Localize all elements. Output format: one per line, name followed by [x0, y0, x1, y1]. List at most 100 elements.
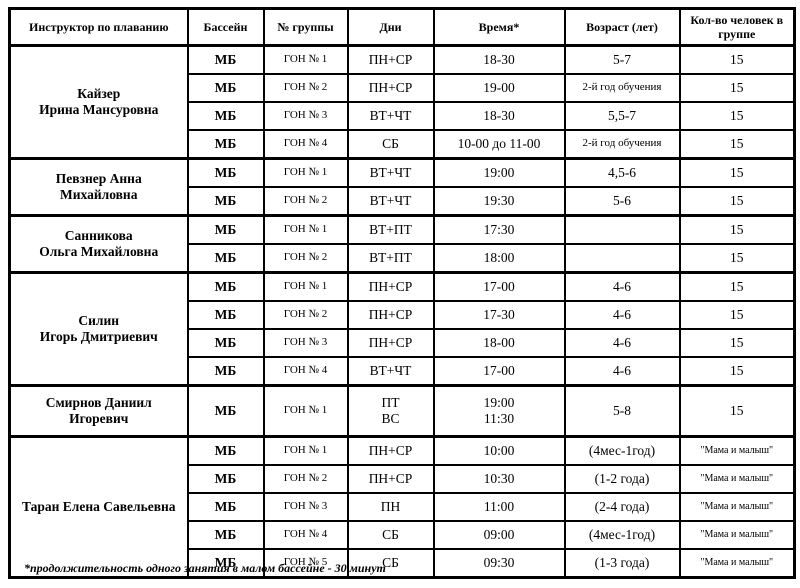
pool-cell: МБ — [186, 464, 265, 494]
instructor-name-cell: Кайзер Ирина Мансуровна — [8, 44, 189, 160]
group-cell: ГОН № 1 — [262, 271, 349, 302]
time-cell: 19-00 — [432, 73, 566, 103]
group-cell: ГОН № 2 — [262, 73, 349, 103]
schedule-row: Санникова Ольга Михайловна МБ ГОН № 1 ВТ+ПТ… — [8, 214, 796, 274]
count-cell: 15 — [678, 300, 796, 330]
count-cell: 15 — [678, 214, 796, 245]
count-cell: 15 — [678, 243, 796, 274]
schedule-row: Таран Елена Савельевна МБ ГОН № 1 ПН+СР 10:0… — [8, 435, 796, 579]
column-header-3: № группы — [262, 7, 349, 47]
days-cell: ПН+СР — [346, 464, 435, 494]
age-cell: (2-4 года) — [563, 492, 681, 522]
count-cell: 15 — [678, 186, 796, 217]
count-cell: 15 — [678, 157, 796, 188]
age-cell: 5-8 — [563, 384, 681, 438]
pool-cell: МБ — [186, 328, 265, 358]
group-cell: ГОН № 3 — [262, 492, 349, 522]
pool-cell: МБ — [186, 186, 265, 217]
time-cell: 10:00 — [432, 435, 566, 466]
group-cell: ГОН № 4 — [262, 356, 349, 387]
pool-cell: МБ — [186, 520, 265, 550]
group-cell: ГОН № 3 — [262, 328, 349, 358]
footnote: *продолжительность одного занятия в мало… — [24, 561, 386, 575]
count-cell: "Мама и малыш" — [678, 435, 796, 466]
age-cell: 4-6 — [563, 271, 681, 302]
age-cell: (1-2 года) — [563, 464, 681, 494]
schedule-row: МБ ГОН № 3 ПН 11:00 (2-4 года) "Мама и малыш" — [10, 492, 796, 522]
pool-cell: МБ — [186, 73, 265, 103]
count-cell: 15 — [678, 129, 796, 160]
instructor-name-cell: Смирнов Даниил Игоревич — [8, 384, 189, 438]
days-cell: ПН+СР — [346, 73, 435, 103]
pool-cell: МБ — [186, 214, 265, 245]
count-cell: "Мама и малыш" — [678, 548, 796, 579]
days-cell: ПТ ВС — [346, 384, 435, 438]
column-header-1: Инструктор по плаванию — [8, 7, 189, 47]
group-cell: ГОН № 1 — [262, 44, 349, 75]
pool-cell: МБ — [186, 44, 265, 75]
time-cell: 18-00 — [432, 328, 566, 358]
schedule-row: МБ ГОН № 2 ВТ+ЧТ 19:30 5-6 15 — [10, 186, 796, 217]
pool-cell: МБ — [186, 243, 265, 274]
days-cell: ВТ+ЧТ — [346, 157, 435, 188]
pool-cell: МБ — [186, 356, 265, 387]
column-header-7: Кол-во человек в группе — [678, 7, 796, 47]
age-cell: 4,5-6 — [563, 157, 681, 188]
group-cell: ГОН № 3 — [262, 101, 349, 131]
group-cell: ГОН № 1 — [262, 384, 349, 438]
group-cell: ГОН № 2 — [262, 186, 349, 217]
days-cell: ПН+СР — [346, 328, 435, 358]
schedule-row: МБ ГОН № 3 ПН+СР 18-00 4-6 15 — [10, 328, 796, 358]
column-header-4: Дни — [346, 7, 435, 47]
age-cell: (1-3 года) — [563, 548, 681, 579]
schedule-row: МБ ГОН № 2 ПН+СР 19-00 2-й год обучения 15 — [10, 73, 796, 103]
age-cell: 2-й год обучения — [563, 129, 681, 160]
pool-cell: МБ — [186, 157, 265, 188]
time-cell: 18-30 — [432, 44, 566, 75]
group-cell: ГОН № 4 — [262, 520, 349, 550]
days-cell: ПН+СР — [346, 44, 435, 75]
count-cell: 15 — [678, 73, 796, 103]
group-cell: ГОН № 5 — [262, 548, 349, 579]
schedule-row: МБ ГОН № 4 СБ 09:00 (4мес-1год) "Мама и малыш… — [10, 520, 796, 550]
count-cell: 15 — [678, 271, 796, 302]
time-cell: 17-00 — [432, 356, 566, 387]
count-cell: 15 — [678, 328, 796, 358]
group-cell: ГОН № 1 — [262, 214, 349, 245]
age-cell — [563, 243, 681, 274]
count-cell: 15 — [678, 384, 796, 438]
days-cell: ПН+СР — [346, 435, 435, 466]
age-cell: 5-6 — [563, 186, 681, 217]
schedule-row: Певзнер Анна Михайловна МБ ГОН № 1 ВТ+ЧТ 19:… — [8, 157, 796, 217]
count-cell: 15 — [678, 101, 796, 131]
pool-cell: МБ — [186, 384, 265, 438]
time-cell: 19:00 11:30 — [432, 384, 566, 438]
time-cell: 18-30 — [432, 101, 566, 131]
time-cell: 17:30 — [432, 214, 566, 245]
group-cell: ГОН № 2 — [262, 464, 349, 494]
pool-cell: МБ — [186, 271, 265, 302]
count-cell: "Мама и малыш" — [678, 492, 796, 522]
days-cell: ПН+СР — [346, 300, 435, 330]
schedule-row: МБ ГОН № 4 ВТ+ЧТ 17-00 4-6 15 — [10, 356, 796, 387]
instructor-name-cell: Силин Игорь Дмитриевич — [8, 271, 189, 387]
age-cell: 5,5-7 — [563, 101, 681, 131]
swim-schedule-table: Инструктор по плаванию Бассейн № группы Дни… — [8, 7, 796, 579]
table-head: Инструктор по плаванию Бассейн № группы Дни… — [8, 7, 796, 47]
column-header-5: Время* — [432, 7, 566, 47]
days-cell: ВТ+ЧТ — [346, 101, 435, 131]
days-cell: ВТ+ЧТ — [346, 186, 435, 217]
days-cell: ВТ+ПТ — [346, 214, 435, 245]
pool-cell: МБ — [186, 101, 265, 131]
schedule-row: Смирнов Даниил Игоревич МБ ГОН № 1 ПТ ВС 19:… — [8, 384, 796, 438]
time-cell: 19:00 — [432, 157, 566, 188]
pool-cell: МБ — [186, 129, 265, 160]
days-cell: СБ — [346, 129, 435, 160]
schedule-row: МБ ГОН № 5 СБ 09:30 (1-3 года) "Мама и малыш" — [10, 548, 796, 579]
schedule-row: МБ ГОН № 3 ВТ+ЧТ 18-30 5,5-7 15 — [10, 101, 796, 131]
schedule-row: МБ ГОН № 2 ПН+СР 17-30 4-6 15 — [10, 300, 796, 330]
time-cell: 09:30 — [432, 548, 566, 579]
group-cell: ГОН № 2 — [262, 243, 349, 274]
time-cell: 19:30 — [432, 186, 566, 217]
group-cell: ГОН № 1 — [262, 435, 349, 466]
